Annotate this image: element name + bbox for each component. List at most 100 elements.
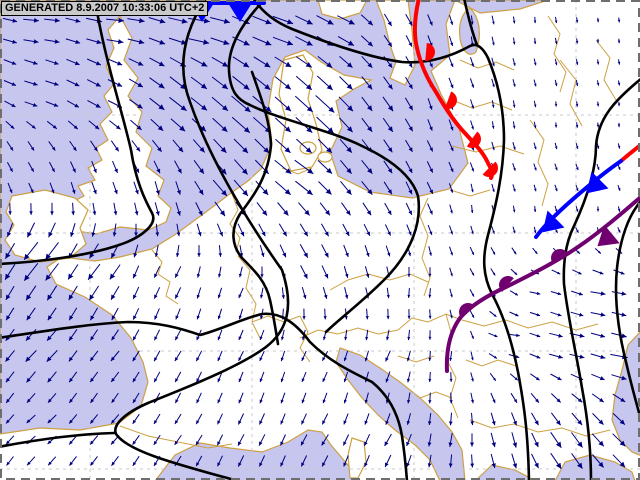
wind-arrow-head (259, 420, 263, 425)
wind-arrow-head (534, 167, 537, 171)
wind-arrow-head (364, 441, 368, 446)
wind-arrow-head (238, 357, 242, 361)
border-rs-1 (419, 391, 453, 399)
wind-arrow-head (617, 145, 621, 149)
wind-arrow-head (9, 189, 13, 194)
wind-arrow-head (51, 189, 55, 194)
wind-arrow-head (596, 145, 600, 149)
wind-arrow-head (73, 125, 78, 130)
occluded-front-east (444, 195, 640, 373)
wind-arrow-head (174, 420, 179, 424)
wind-arrow-head (470, 421, 474, 426)
wind-arrow-head (93, 147, 98, 152)
wind-arrow-head (367, 168, 373, 174)
wind-arrow-head (221, 126, 228, 132)
wind-arrow-head (366, 210, 372, 216)
wind-arrow-head (513, 83, 516, 87)
wind-arrow-head (533, 125, 537, 129)
wind-arrow-head (577, 250, 580, 254)
border-hu-hr (397, 355, 435, 363)
wind-arrow-head (367, 20, 373, 26)
wind-arrow-head (492, 84, 495, 88)
wind-arrow-head (492, 63, 495, 67)
wind-arrow-head (303, 252, 308, 258)
wind-arrow-head (94, 125, 100, 130)
wind-arrow-head (195, 441, 200, 445)
wind-arrow-head (617, 124, 621, 128)
wind-arrow-head (222, 61, 229, 67)
wind-arrow-head (133, 294, 137, 300)
wind-arrow-head (428, 273, 432, 277)
wind-arrow-head (282, 252, 286, 258)
wind-arrow-head (90, 356, 94, 362)
wind-arrow-head (238, 378, 242, 383)
wind-arrow-head (512, 209, 516, 213)
wind-arrow-head (218, 273, 222, 278)
wind-arrow-head (450, 273, 453, 277)
wind-arrow-head (218, 253, 222, 257)
wind-arrow-head (200, 83, 207, 89)
wind-arrow-head (598, 440, 604, 447)
wind-arrow-head (600, 354, 606, 359)
wind-arrow-head (408, 147, 413, 152)
wind-arrow-head (321, 441, 326, 446)
wind-arrow-head (514, 292, 518, 296)
wind-arrow-head (134, 211, 139, 216)
wind-arrow-head (32, 103, 38, 107)
wind-arrow-head (328, 106, 335, 113)
wind-arrow-head (579, 333, 585, 338)
wind-arrow-head (156, 168, 161, 174)
wind-arrow-head (345, 273, 349, 278)
wind-arrow-head (367, 189, 373, 195)
wind-arrow-head (512, 20, 516, 24)
wind-arrow-head (596, 124, 600, 128)
wind-arrow-head (515, 313, 519, 317)
wind-arrow-head (242, 189, 248, 196)
wind-arrow-head (155, 211, 160, 216)
wind-arrow-head (450, 147, 454, 152)
wind-arrow-head (557, 313, 562, 317)
wind-arrow-head (176, 190, 181, 195)
wind-arrow-head (221, 190, 227, 196)
wind-arrow-head (533, 209, 537, 212)
wind-arrow-head (8, 211, 12, 215)
wind-arrow-head (387, 231, 391, 236)
wind-arrow-head (280, 357, 284, 362)
wind-arrow-head (408, 231, 412, 236)
wind-arrow-head (406, 462, 410, 467)
wind-arrow-head (54, 39, 60, 44)
wind-arrow-head (90, 461, 94, 466)
wind-arrow-head (429, 147, 433, 152)
wind-arrow-head (285, 105, 291, 112)
isoline-baltic-stub (463, 0, 479, 47)
wind-arrow-head (30, 189, 34, 193)
wind-arrow-head (491, 463, 496, 468)
wind-arrow-head (29, 211, 33, 215)
border-de-pl (419, 197, 431, 297)
wind-arrow-head (364, 357, 368, 362)
wind-arrow-head (132, 399, 137, 403)
wind-arrow-head (157, 125, 164, 131)
wind-arrow-head (471, 378, 474, 382)
border-nl-de (229, 193, 241, 253)
wind-arrow-head (557, 376, 562, 380)
wind-arrow-head (492, 147, 495, 151)
wind-arrow-head (54, 18, 60, 23)
wind-arrow-head (533, 230, 537, 234)
wind-arrow-head (238, 420, 242, 425)
wind-arrow-head (534, 83, 537, 87)
wind-arrow-head (178, 146, 184, 153)
wind-arrow-head (176, 211, 181, 216)
wind-arrow-head (471, 147, 474, 151)
border-de-cz-pl (329, 273, 429, 291)
wind-arrow-head (621, 333, 627, 339)
wind-arrow-head (428, 357, 432, 361)
wind-arrow-head (47, 294, 53, 301)
wind-arrow-head (90, 440, 94, 445)
wind-arrow-head (134, 232, 138, 237)
wind-arrow-head (450, 42, 454, 46)
wind-arrow-head (387, 189, 392, 195)
wind-arrow-head (493, 377, 496, 381)
wind-arrow-head (512, 463, 518, 469)
wind-arrow-head (286, 40, 293, 46)
